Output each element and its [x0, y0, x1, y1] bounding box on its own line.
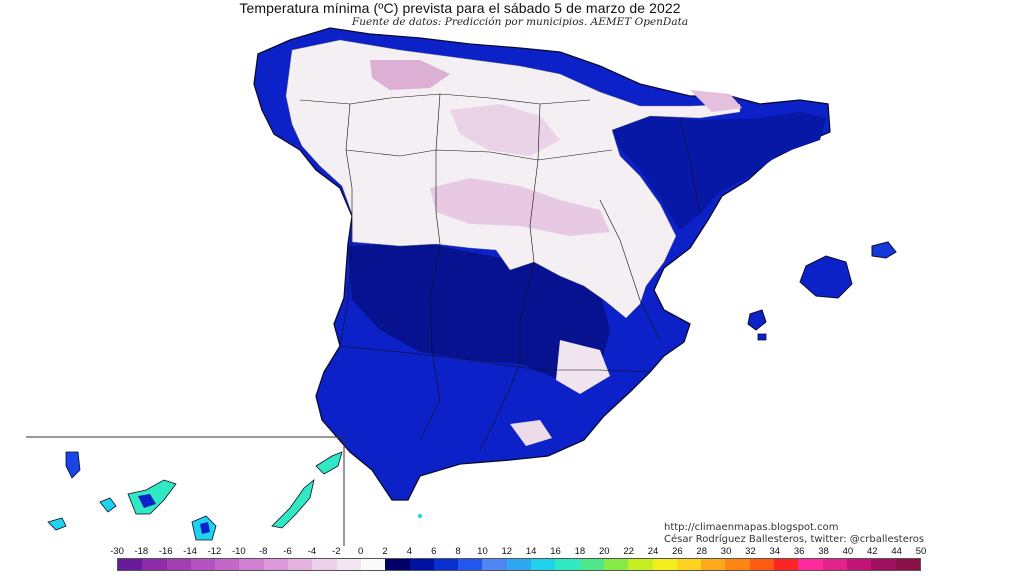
- island-el-hierro: [47, 517, 67, 531]
- legend-tick-label: -2: [332, 546, 341, 557]
- legend-swatch: [409, 559, 434, 570]
- legend-tick-label: 4: [406, 546, 412, 557]
- island-tenerife: [127, 479, 177, 515]
- legend-tick-label: 40: [842, 546, 854, 557]
- legend-tick-label: 6: [431, 546, 437, 557]
- legend-swatch: [433, 559, 459, 570]
- legend-swatch: [579, 559, 604, 570]
- island-tenerife-teide: [138, 494, 156, 508]
- legend-swatch: [822, 559, 847, 570]
- legend-swatch: [846, 559, 872, 570]
- island-mallorca: [799, 255, 853, 299]
- legend-swatch: [336, 559, 361, 570]
- color-legend: [117, 558, 921, 571]
- legend-swatch: [676, 559, 702, 570]
- legend-tick-label: -4: [307, 546, 317, 557]
- legend-swatch: [166, 559, 191, 570]
- island-la-gomera: [99, 497, 117, 513]
- subzero-zone-granada: [510, 420, 552, 446]
- legend-tick-label: 14: [525, 546, 537, 557]
- legend-swatch: [215, 559, 240, 570]
- island-menorca: [871, 241, 897, 259]
- legend-swatch: [458, 559, 483, 570]
- legend-tick-label: 36: [793, 546, 805, 557]
- legend-tick-label: 0: [357, 546, 364, 557]
- legend-tick-label: 24: [647, 546, 659, 557]
- legend-tick-label: -30: [110, 546, 124, 557]
- legend-tick-label: -8: [258, 546, 268, 557]
- legend-tick-label: -10: [231, 546, 246, 557]
- subzero-pink-3: [430, 178, 610, 236]
- legend-tick-label: 30: [720, 546, 732, 557]
- legend-swatch: [774, 559, 799, 570]
- legend-tick-label: 8: [455, 546, 461, 557]
- subzero-zone-southeast: [556, 340, 610, 394]
- legend-swatch: [118, 559, 143, 570]
- island-fuerteventura: [271, 478, 315, 529]
- island-lanzarote: [315, 451, 343, 475]
- island-gran-canaria-center: [200, 522, 210, 534]
- legend-tick-label: -18: [134, 546, 149, 557]
- legend-tick-label: 18: [574, 546, 586, 557]
- legend-swatch: [312, 559, 337, 570]
- legend-tick-label: 2: [382, 546, 388, 557]
- legend-tick-label: 32: [745, 546, 756, 557]
- map-subtitle: Fuente de datos: Predicción por municipi…: [351, 16, 689, 28]
- legend-tick-label: -12: [207, 546, 222, 557]
- legend-tick-label: 10: [477, 546, 488, 557]
- legend-ticks: -30 -18 -16 -14 -12 -10 -8 -6 -4 -2 0 2 4 6 8 10 12 14 16 1…: [0, 546, 1024, 558]
- legend-swatch: [263, 559, 289, 570]
- legend-tick-label: -6: [283, 546, 292, 557]
- province-borders: [299, 93, 701, 451]
- legend-tick-label: 26: [672, 546, 683, 557]
- map-title: Temperatura mínima (ºC) prevista para el…: [239, 0, 681, 16]
- legend-tick-label: 44: [891, 546, 902, 557]
- legend-swatch: [142, 559, 167, 570]
- legend-tick-label: 12: [501, 546, 513, 557]
- legend-swatch: [360, 559, 386, 570]
- legend-tick-label: 22: [623, 546, 634, 557]
- credit-url[interactable]: http://climaenmapas.blogspot.com: [664, 522, 839, 533]
- credit-author: César Rodríguez Ballesteros, twitter: @c…: [664, 534, 925, 545]
- subzero-pink-2: [450, 104, 560, 156]
- legend-tick-label: 50: [915, 546, 927, 557]
- legend-swatch: [385, 559, 410, 570]
- temperature-map: [26, 27, 897, 546]
- legend-swatch: [603, 559, 629, 570]
- subzero-pink-1: [370, 60, 450, 90]
- legend-tick-label: 38: [818, 546, 829, 557]
- legend-swatch: [482, 559, 507, 570]
- legend-swatch: [652, 559, 677, 570]
- legend-tick-label: -14: [183, 546, 197, 557]
- legend-tick-label: 16: [550, 546, 561, 557]
- legend-swatch: [871, 559, 896, 570]
- legend-swatch: [288, 559, 313, 570]
- small-island-marker: [418, 514, 422, 518]
- legend-tick-label: -16: [158, 546, 173, 557]
- legend-swatch: [190, 559, 216, 570]
- subzero-pink-4: [690, 90, 742, 112]
- legend-swatch: [725, 559, 750, 570]
- legend-swatch: [701, 559, 726, 570]
- legend-swatch: [798, 559, 823, 570]
- island-formentera: [757, 333, 767, 341]
- island-la-palma: [65, 451, 81, 479]
- legend-swatch: [749, 559, 775, 570]
- cold-zone-southwest: [348, 242, 610, 380]
- legend-tick-label: 20: [598, 546, 610, 557]
- legend-swatch: [628, 559, 653, 570]
- legend-tick-label: 42: [866, 546, 878, 557]
- canary-inset-frame: [26, 436, 345, 546]
- legend-swatch: [895, 559, 920, 570]
- legend-swatch: [555, 559, 580, 570]
- legend-tick-label: 28: [696, 546, 707, 557]
- cold-zone-northeast: [590, 106, 826, 230]
- island-ibiza: [747, 309, 767, 331]
- legend-swatch: [506, 559, 532, 570]
- legend-swatch: [239, 559, 264, 570]
- legend-tick-label: 34: [769, 546, 781, 557]
- legend-swatch: [531, 559, 556, 570]
